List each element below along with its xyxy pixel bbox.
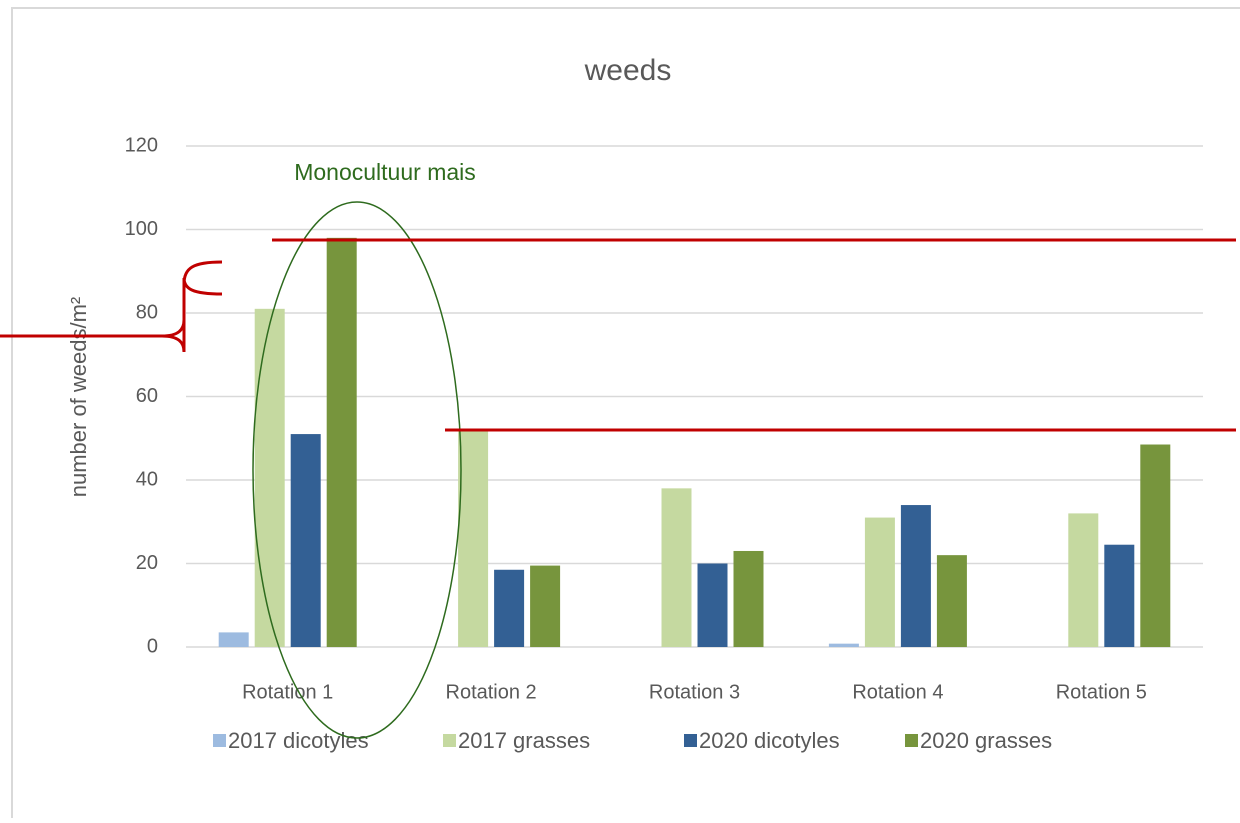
bar <box>936 555 967 647</box>
x-tick-label: Rotation 4 <box>852 681 943 703</box>
chart-title: weeds <box>584 54 672 87</box>
y-tick-label: 0 <box>147 635 158 657</box>
bar <box>733 550 764 647</box>
bar <box>494 569 525 647</box>
bar <box>254 308 285 647</box>
y-axis-label: number of weeds/m² <box>66 297 91 498</box>
legend-label: 2017 grasses <box>458 728 590 753</box>
bar <box>697 563 728 647</box>
bar <box>864 517 895 647</box>
legend-label: 2020 dicotyles <box>699 728 840 753</box>
y-tick-label: 40 <box>136 468 158 490</box>
bar <box>828 643 859 647</box>
bar <box>1140 444 1171 647</box>
legend-swatch <box>905 734 918 747</box>
y-tick-label: 80 <box>136 301 158 323</box>
y-tick-label: 60 <box>136 385 158 407</box>
bar <box>1104 544 1135 647</box>
annotation-ellipse <box>252 201 462 739</box>
bar <box>326 237 357 647</box>
y-tick-label: 120 <box>125 134 158 156</box>
bar <box>661 488 692 647</box>
y-tick-label: 100 <box>125 218 158 240</box>
bar <box>900 505 931 647</box>
bar <box>458 429 489 647</box>
x-tick-label: Rotation 3 <box>649 681 740 703</box>
bar <box>218 632 249 647</box>
chart-frame <box>11 7 1240 823</box>
legend-label: 2020 grasses <box>920 728 1052 753</box>
bar <box>1068 513 1099 647</box>
x-tick-label: Rotation 1 <box>242 681 333 703</box>
legend-swatch <box>443 734 456 747</box>
annotations: Monocultuur mais <box>0 159 1236 739</box>
bar <box>290 434 321 647</box>
legend-label: 2017 dicotyles <box>228 728 369 753</box>
y-tick-label: 20 <box>136 552 158 574</box>
annotation-text: Monocultuur mais <box>294 159 476 185</box>
x-tick-label: Rotation 5 <box>1056 681 1147 703</box>
legend-swatch <box>213 734 226 747</box>
x-tick-label: Rotation 2 <box>446 681 537 703</box>
legend-swatch <box>684 734 697 747</box>
bar <box>530 565 561 647</box>
annotation-brace <box>161 260 223 353</box>
